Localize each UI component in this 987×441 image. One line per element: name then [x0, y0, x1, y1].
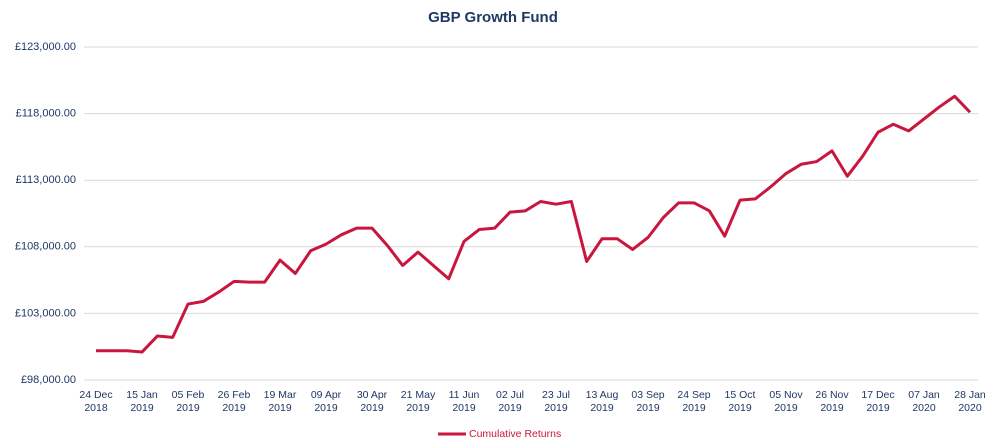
x-tick-label: 30 Apr 2019	[356, 389, 388, 414]
x-tick-label: 26 Nov 2019	[815, 389, 849, 414]
x-tick-label: 15 Oct 2019	[724, 389, 756, 414]
x-tick-label: 21 May 2019	[400, 389, 436, 414]
x-tick-label: 13 Aug 2019	[585, 389, 619, 414]
x-tick-label: 11 Jun 2019	[448, 389, 480, 414]
line-series	[96, 94, 972, 354]
y-tick-label: £108,000.00	[15, 241, 76, 253]
legend-label: Cumulative Returns	[469, 428, 561, 440]
x-tick-label: 17 Dec 2019	[861, 389, 895, 414]
y-tick-label: £118,000.00	[16, 108, 76, 120]
y-tick-label: £98,000.00	[21, 374, 76, 386]
x-tick-label: 09 Apr 2019	[310, 389, 342, 414]
x-tick-label: 19 Mar 2019	[263, 389, 297, 414]
chart-title: GBP Growth Fund	[428, 9, 558, 26]
x-tick-label: 02 Jul 2019	[495, 389, 525, 414]
x-tick-label: 03 Sep 2019	[631, 389, 665, 414]
y-tick-label: £123,000.00	[15, 41, 76, 53]
x-tick-label: 07 Jan 2020	[908, 389, 940, 414]
x-tick-label: 15 Jan 2019	[126, 389, 158, 414]
x-tick-label: 26 Feb 2019	[217, 389, 251, 414]
x-tick-label: 23 Jul 2019	[541, 389, 571, 414]
x-tick-label: 05 Nov 2019	[769, 389, 803, 414]
x-tick-label: 28 Jan 2020	[954, 389, 986, 414]
x-tick-label: 05 Feb 2019	[171, 389, 205, 414]
y-tick-label: £113,000.00	[16, 174, 76, 186]
x-tick-label: 24 Dec 2018	[79, 389, 113, 414]
y-tick-label: £103,000.00	[15, 307, 76, 319]
x-tick-label: 24 Sep 2019	[677, 389, 711, 414]
